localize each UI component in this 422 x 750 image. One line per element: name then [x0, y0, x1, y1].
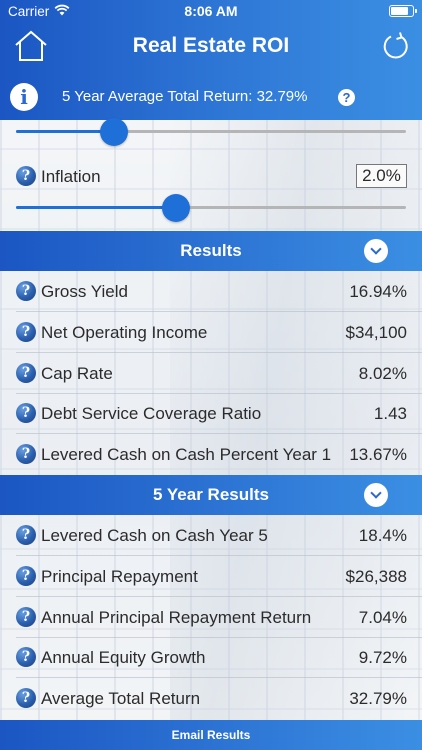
row-label: Average Total Return [41, 689, 201, 709]
page-title: Real Estate ROI [132, 34, 290, 57]
row-label: Annual Principal Repayment Return [41, 607, 312, 627]
table-row: ? Annual Principal Repayment Return 7.04% [0, 597, 422, 638]
clock: 8:06 AM [184, 3, 238, 19]
row-value: 7.04% [358, 607, 407, 627]
chevron-down-icon[interactable] [364, 239, 388, 263]
slider-thumb[interactable] [161, 194, 190, 222]
inflation-slider[interactable] [16, 193, 406, 223]
slider-thumb[interactable] [99, 118, 128, 146]
inflation-label: Inflation [41, 167, 101, 186]
row-value: 8.02% [358, 363, 407, 383]
row-value: 18.4% [358, 526, 407, 545]
carrier-label: Carrier [8, 4, 50, 19]
row-value: 1.43 [373, 404, 407, 424]
help-icon[interactable]: ? [16, 362, 36, 383]
help-icon[interactable]: ? [16, 525, 36, 545]
five-year-results-section-header[interactable]: 5 Year Results [0, 475, 422, 515]
results-title: Results [180, 241, 242, 260]
app-header: Carrier 8:06 AM Real Estate ROI i 5 Year… [0, 0, 422, 120]
help-icon[interactable]: ? [16, 444, 36, 465]
row-label: Annual Equity Growth [41, 648, 206, 668]
inflation-input[interactable]: 2.0% [356, 164, 407, 188]
help-icon[interactable]: ? [16, 565, 36, 586]
results-section-header[interactable]: Results [0, 231, 422, 271]
row-divider [16, 636, 422, 638]
table-row: ? Annual Equity Growth 9.72% [0, 637, 422, 679]
summary-help-icon[interactable]: ? [338, 89, 355, 106]
table-row: ? Cap Rate 8.02% [0, 353, 422, 394]
table-row: ? Levered Cash on Cash Year 5 18.4% [0, 515, 422, 556]
row-label: Debt Service Coverage Ratio [41, 404, 262, 424]
building-shade [170, 120, 422, 750]
help-icon[interactable]: ? [16, 321, 36, 342]
row-value: 32.79% [349, 689, 407, 709]
row-label: Levered Cash on Cash Year 5 [41, 526, 268, 545]
inflation-help-icon[interactable]: ? [16, 166, 36, 186]
table-row: ? Principal Repayment $26,388 [0, 556, 422, 597]
status-bar: Carrier 8:06 AM [0, 0, 422, 22]
slider-fill [16, 130, 114, 133]
table-row: ? Average Total Return 32.79% [0, 678, 422, 719]
row-value: 16.94% [349, 282, 407, 301]
slider-track [16, 130, 406, 133]
slider-fill [16, 206, 176, 209]
table-row: ? Levered Cash on Cash Percent Year 1 13.6… [0, 434, 422, 475]
info-icon[interactable]: i [10, 83, 38, 111]
battery-icon [389, 5, 417, 17]
row-label: Principal Repayment [41, 566, 198, 586]
row-divider [16, 555, 422, 556]
row-divider [16, 433, 422, 435]
table-row: ? Debt Service Coverage Ratio 1.43 [0, 393, 422, 435]
wifi-icon [54, 4, 70, 16]
building-background [0, 120, 422, 750]
row-divider [16, 595, 422, 597]
row-value: $26,388 [345, 566, 407, 586]
row-divider [16, 677, 422, 679]
help-icon[interactable]: ? [16, 281, 36, 301]
help-icon[interactable]: ? [16, 606, 36, 627]
summary-row: i 5 Year Average Total Return: 32.79% ? [0, 80, 422, 116]
row-divider [16, 351, 422, 353]
row-label: Levered Cash on Cash Percent Year 1 [41, 445, 332, 465]
five-year-results-title: 5 Year Results [153, 485, 269, 504]
slider-track [16, 206, 406, 209]
row-divider [16, 392, 422, 394]
row-label: Cap Rate [41, 363, 113, 383]
row-label: Gross Yield [41, 282, 128, 301]
row-value: $34,100 [345, 322, 407, 342]
home-icon[interactable] [13, 29, 49, 63]
top-slider[interactable] [16, 117, 406, 147]
table-row: ? Net Operating Income $34,100 [0, 312, 422, 353]
help-icon[interactable]: ? [16, 403, 36, 424]
table-row: ? Gross Yield 16.94% [0, 271, 422, 312]
row-label: Net Operating Income [41, 322, 208, 342]
help-icon[interactable]: ? [16, 647, 36, 668]
chevron-down-icon[interactable] [364, 483, 388, 507]
average-return-summary: 5 Year Average Total Return: 32.79% [62, 88, 308, 105]
refresh-icon[interactable] [380, 31, 410, 61]
help-icon[interactable]: ? [16, 688, 36, 709]
row-value: 9.72% [358, 648, 407, 668]
row-divider [16, 311, 422, 312]
email-results-button[interactable]: Email Results [0, 720, 422, 750]
row-value: 13.67% [349, 445, 407, 465]
